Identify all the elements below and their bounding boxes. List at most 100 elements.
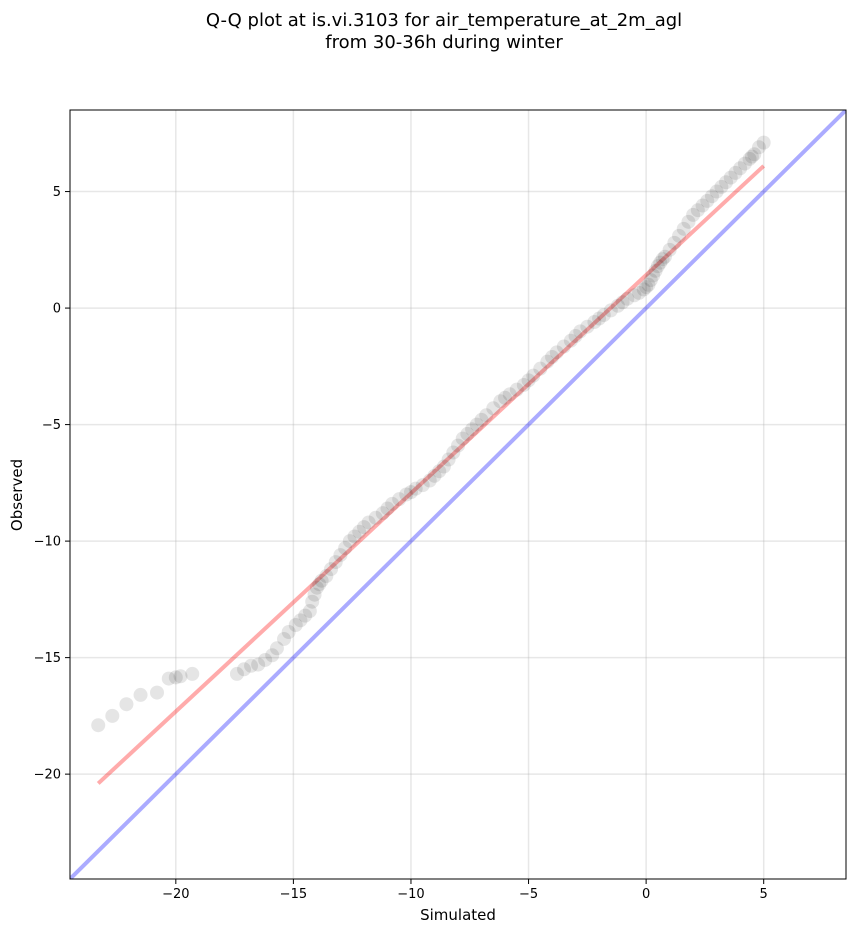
data-point-14 xyxy=(265,648,280,663)
data-point-77 xyxy=(592,311,607,326)
data-point-27 xyxy=(319,569,334,584)
data-point-116 xyxy=(756,135,771,150)
data-point-13 xyxy=(258,652,273,667)
data-point-96 xyxy=(667,235,682,250)
data-point-48 xyxy=(432,464,447,479)
data-point-108 xyxy=(723,170,738,185)
y-tick-label-4: 0 xyxy=(53,302,61,317)
data-point-43 xyxy=(403,485,418,500)
data-point-60 xyxy=(493,394,508,409)
data-point-90 xyxy=(648,263,663,278)
data-point-113 xyxy=(744,149,759,164)
data-point-76 xyxy=(587,315,602,330)
x-tick-label-1: −15 xyxy=(280,887,307,902)
data-point-8 xyxy=(185,666,200,681)
y-axis-label: Observed xyxy=(8,459,26,531)
data-point-100 xyxy=(686,207,701,222)
data-point-19 xyxy=(293,613,308,628)
y-tick-label-0: −20 xyxy=(34,768,61,783)
data-point-105 xyxy=(709,184,724,199)
y-tick-label-2: −10 xyxy=(34,535,61,550)
data-point-84 xyxy=(632,285,647,300)
data-point-3 xyxy=(133,687,148,702)
data-point-63 xyxy=(509,382,524,397)
fit-line xyxy=(96,164,766,785)
data-point-85 xyxy=(636,282,651,297)
data-point-0 xyxy=(91,718,106,733)
data-point-106 xyxy=(714,179,729,194)
data-point-65 xyxy=(521,373,536,388)
data-point-4 xyxy=(150,685,165,700)
data-point-20 xyxy=(298,608,313,623)
data-point-16 xyxy=(276,631,291,646)
data-point-10 xyxy=(237,662,252,677)
data-point-45 xyxy=(415,478,430,493)
data-point-35 xyxy=(356,520,371,535)
y-tick-label-5: 5 xyxy=(53,185,61,200)
data-point-99 xyxy=(681,214,696,229)
data-point-29 xyxy=(328,555,343,570)
data-point-111 xyxy=(737,156,752,171)
data-point-66 xyxy=(526,368,541,383)
data-point-78 xyxy=(596,308,611,323)
data-point-12 xyxy=(251,657,266,672)
data-point-32 xyxy=(342,534,357,549)
identity-line xyxy=(70,110,846,879)
data-point-75 xyxy=(580,319,595,334)
data-point-110 xyxy=(733,161,748,176)
data-point-58 xyxy=(479,408,494,423)
data-point-5 xyxy=(161,671,176,686)
data-point-112 xyxy=(742,151,757,166)
x-tick-label-5: 5 xyxy=(760,887,768,902)
data-point-15 xyxy=(269,641,284,656)
data-point-6 xyxy=(168,670,183,685)
data-point-39 xyxy=(380,501,395,516)
data-point-70 xyxy=(549,345,564,360)
data-point-31 xyxy=(338,541,353,556)
data-point-54 xyxy=(460,426,475,441)
data-point-73 xyxy=(568,329,583,344)
data-point-98 xyxy=(676,221,691,236)
x-axis-label: Simulated xyxy=(420,906,496,924)
data-point-25 xyxy=(312,577,327,592)
grid-lines xyxy=(70,110,846,879)
data-point-26 xyxy=(314,573,329,588)
data-point-62 xyxy=(502,387,517,402)
data-point-18 xyxy=(288,617,303,632)
y-tick-label-1: −15 xyxy=(34,651,61,666)
data-point-67 xyxy=(533,361,548,376)
plot-area-frame xyxy=(69,109,847,880)
data-point-61 xyxy=(498,390,513,405)
x-tick-label-0: −20 xyxy=(162,887,189,902)
data-point-94 xyxy=(657,249,672,264)
data-point-51 xyxy=(446,445,461,460)
data-point-91 xyxy=(650,259,665,274)
data-point-40 xyxy=(385,496,400,511)
data-point-79 xyxy=(603,303,618,318)
data-point-22 xyxy=(305,594,320,609)
data-point-21 xyxy=(302,604,317,619)
data-point-115 xyxy=(751,140,766,155)
x-tick-label-3: −5 xyxy=(519,887,538,902)
data-points xyxy=(91,135,771,733)
x-tick-label-4: 0 xyxy=(642,887,650,902)
data-point-9 xyxy=(229,666,244,681)
x-tick-label-2: −10 xyxy=(397,887,424,902)
data-point-56 xyxy=(469,417,484,432)
chart-title-line-1: Q-Q plot at is.vi.3103 for air_temperatu… xyxy=(206,10,682,31)
data-point-50 xyxy=(441,452,456,467)
data-point-104 xyxy=(704,189,719,204)
data-point-38 xyxy=(375,506,390,521)
reference-lines xyxy=(70,110,846,879)
data-point-81 xyxy=(615,295,630,310)
data-point-52 xyxy=(451,438,465,453)
data-point-68 xyxy=(540,354,555,369)
data-point-64 xyxy=(516,377,531,392)
data-point-69 xyxy=(545,350,560,365)
data-point-17 xyxy=(281,624,296,639)
data-point-44 xyxy=(408,481,423,496)
data-point-59 xyxy=(486,401,501,416)
data-point-28 xyxy=(324,562,339,577)
data-point-1 xyxy=(105,708,120,723)
data-point-102 xyxy=(695,198,710,213)
